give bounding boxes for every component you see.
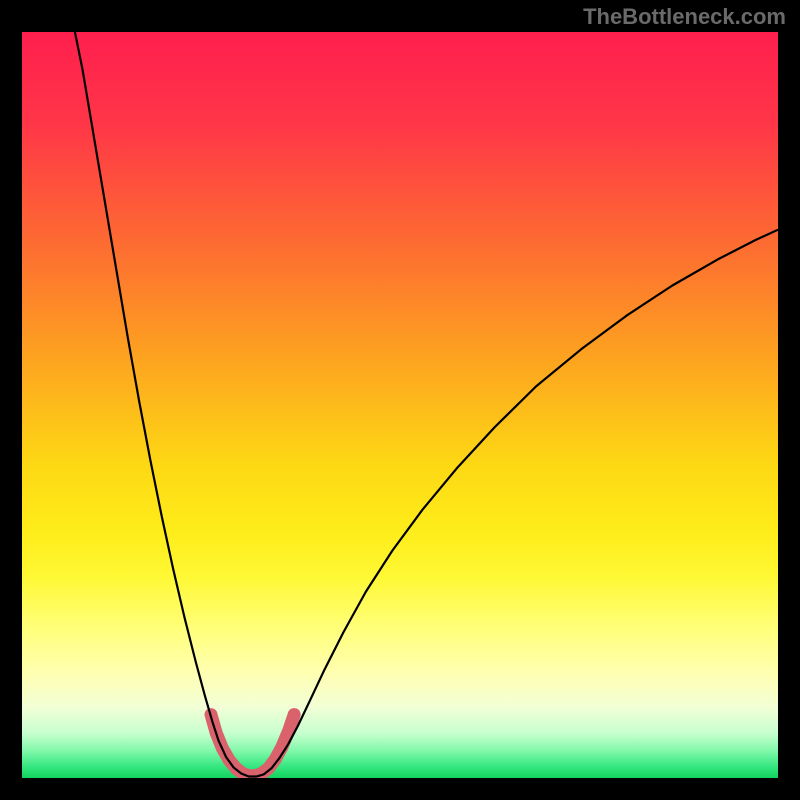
bottleneck-curve [75, 32, 778, 777]
highlight-segment [211, 715, 294, 776]
plot-area [22, 32, 778, 778]
frame: TheBottleneck.com [0, 0, 800, 800]
chart-curves [22, 32, 778, 778]
watermark-text: TheBottleneck.com [583, 4, 786, 30]
